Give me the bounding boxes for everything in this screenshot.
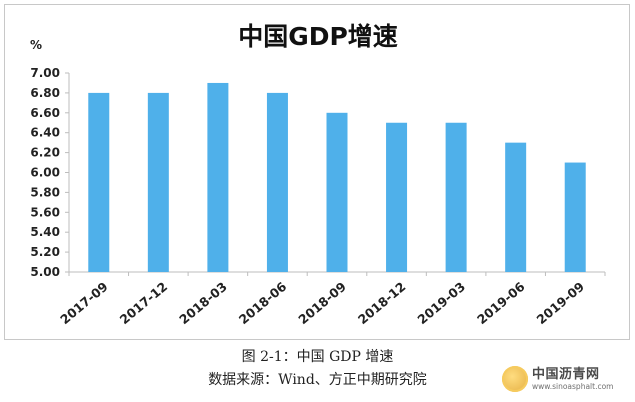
figure-caption: 图 2-1：中国 GDP 增速	[241, 349, 394, 365]
watermark-name: 中国沥青网	[532, 366, 600, 382]
x-tick-label: 2017-09	[57, 279, 111, 327]
bar-2019-06	[505, 142, 527, 272]
y-tick-label: 5.20	[30, 245, 60, 259]
chart-frame: 中国GDP增速 % 5.00 5.20 5.40 5.60 5.80 6.00 6.20 6.…	[4, 4, 630, 340]
bar-2018-12	[386, 122, 408, 272]
bar-2017-12	[147, 92, 169, 273]
y-tick-label: 5.60	[30, 205, 60, 219]
y-tick-label: 5.00	[30, 265, 60, 279]
bar-2017-09	[88, 92, 110, 273]
watermark-url: www.sinoasphalt.com	[532, 381, 614, 391]
y-tick-label: 6.40	[30, 126, 60, 140]
x-tick-labels: 2017-09 2017-12 2018-03 2018-06 2018-09 2018-…	[57, 279, 587, 328]
bar-2019-03	[445, 122, 467, 272]
x-tick-label: 2018-12	[355, 279, 409, 327]
y-unit-label: %	[30, 38, 42, 52]
x-tick-label: 2019-06	[474, 279, 528, 328]
data-source-caption: 数据来源：Wind、方正中期研究院	[208, 372, 427, 388]
bar-2018-06	[266, 92, 288, 273]
watermark-logo-icon	[502, 366, 528, 392]
x-tick-label: 2017-12	[117, 279, 171, 327]
bar-2019-09	[564, 162, 586, 272]
x-tick-label: 2018-06	[236, 279, 290, 328]
bar-chart: 中国GDP增速 % 5.00 5.20 5.40 5.60 5.80 6.00 6.20 6.…	[30, 22, 606, 328]
y-tick-label: 6.80	[30, 86, 60, 100]
x-tick-label: 2018-09	[295, 279, 349, 327]
watermark: 中国沥青网 www.sinoasphalt.com	[502, 364, 627, 394]
y-tick-label: 6.20	[30, 146, 60, 160]
x-tick-label: 2019-03	[414, 279, 468, 327]
chart-title: 中国GDP增速	[238, 22, 398, 51]
bar-2018-03	[207, 82, 229, 272]
y-tick-labels: 5.00 5.20 5.40 5.60 5.80 6.00 6.20 6.40 6.60 6.80…	[30, 66, 60, 279]
y-tick-label: 7.00	[30, 66, 60, 80]
x-tick-label: 2019-09	[534, 279, 588, 327]
y-tick-label: 5.80	[30, 185, 60, 199]
bar-2018-09	[326, 112, 348, 272]
y-tick-label: 6.60	[30, 106, 60, 120]
y-tick-label: 6.00	[30, 166, 60, 180]
y-tick-label: 5.40	[30, 225, 60, 239]
bars-group	[88, 82, 586, 273]
x-tick-label: 2018-03	[176, 279, 230, 327]
